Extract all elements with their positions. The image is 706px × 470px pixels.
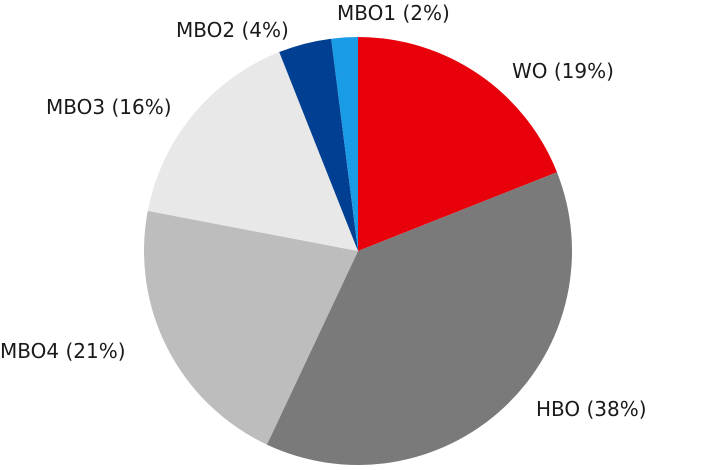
labels-layer: WO (19%) HBO (38%) MBO4 (21%) MBO3 (16%) MBO… [0,1,647,421]
pie-slice-mbo3 [147,52,358,251]
slice-label-mbo3: MBO3 (16%) [46,95,172,119]
slice-label-hbo: HBO (38%) [536,397,647,421]
slice-label-mbo1: MBO1 (2%) [337,1,450,25]
slice-label-mbo4: MBO4 (21%) [0,339,126,363]
pie-slice-mbo1 [331,37,358,251]
pie-slice-hbo [266,172,572,465]
slice-label-wo: WO (19%) [512,59,614,83]
pie-slice-mbo4 [143,210,358,445]
pie-slice-wo [358,37,557,251]
slices-layer [143,37,572,465]
pie-slice-mbo2 [279,38,358,251]
slice-label-mbo2: MBO2 (4%) [176,18,289,42]
